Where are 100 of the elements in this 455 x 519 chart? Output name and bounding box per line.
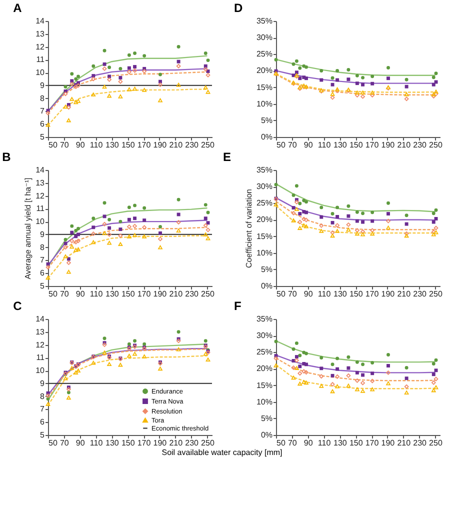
- x-tick-label: 90: [76, 140, 86, 150]
- y-tick-label: 10%: [256, 248, 272, 258]
- x-tick-label: 70: [288, 438, 298, 448]
- x-tick-label: 110: [90, 140, 104, 150]
- y-tick-label: 5: [40, 132, 46, 142]
- x-tick-label: 70: [288, 290, 298, 298]
- x-tick-label: 230: [413, 290, 428, 298]
- x-tick-label: 250: [429, 140, 443, 150]
- x-tick-label: 210: [169, 140, 184, 150]
- x-tick-label: 170: [365, 438, 380, 448]
- x-tick-label: 90: [304, 140, 314, 150]
- x-tick-label: 50: [48, 438, 58, 448]
- x-tick-label: 230: [413, 438, 428, 448]
- y-tick-label: 10%: [256, 99, 272, 108]
- y-tick-label: 15%: [256, 380, 272, 390]
- y-tick-label: 25%: [256, 50, 272, 59]
- x-tick-label: 170: [365, 140, 380, 150]
- x-tick-label: 190: [381, 438, 396, 448]
- y-tick-label: 7: [40, 106, 46, 116]
- y-tick-label: 0%: [260, 132, 272, 142]
- x-tick-label: 70: [60, 438, 70, 448]
- y-tick-label: 5%: [260, 264, 272, 274]
- chart-title: F: [234, 299, 242, 313]
- x-tick-label: 90: [76, 438, 86, 448]
- x-tick-label: 50: [48, 140, 58, 150]
- x-axis-title: Soil available water capacity [mm]: [162, 448, 282, 457]
- y-tick-label: 13: [36, 327, 46, 336]
- x-tick-label: 170: [137, 438, 152, 448]
- x-tick-label: 210: [397, 140, 412, 150]
- y-tick-label: 9: [40, 230, 46, 239]
- y-tick-label: 5: [40, 430, 46, 440]
- y-tick-label: 9: [40, 80, 46, 90]
- y-axis-title: Average annual yield [t ha⁻¹]: [24, 178, 33, 280]
- y-tick-label: 7: [40, 256, 46, 265]
- y-tick-label: 10: [36, 217, 46, 226]
- y-tick-label: 20%: [256, 66, 272, 76]
- x-tick-label: 90: [76, 290, 86, 298]
- x-tick-label: 130: [106, 140, 120, 150]
- x-tick-label: 110: [90, 290, 104, 298]
- y-tick-label: 9: [40, 378, 46, 388]
- x-tick-label: 170: [365, 290, 380, 298]
- x-tick-label: 190: [153, 438, 168, 448]
- x-tick-label: 210: [397, 438, 412, 448]
- x-tick-label: 70: [60, 140, 70, 150]
- x-tick-label: 250: [201, 140, 215, 150]
- x-tick-label: 110: [318, 438, 332, 448]
- y-tick-label: 14: [36, 166, 46, 174]
- x-tick-label: 230: [185, 438, 200, 448]
- y-tick-label: 10: [36, 366, 46, 376]
- x-tick-label: 150: [349, 438, 364, 448]
- x-tick-label: 130: [106, 438, 120, 448]
- x-tick-label: 230: [413, 140, 428, 150]
- y-tick-label: 30%: [256, 331, 272, 340]
- y-tick-label: 35%: [256, 314, 272, 324]
- x-tick-label: 150: [349, 290, 364, 298]
- y-tick-label: 35%: [256, 16, 272, 26]
- y-tick-label: 12: [36, 340, 46, 350]
- x-tick-label: 110: [318, 290, 332, 298]
- y-tick-label: 12: [36, 191, 46, 200]
- y-tick-label: 12: [36, 42, 46, 52]
- y-tick-label: 35%: [256, 166, 272, 174]
- chart-title: E: [222, 150, 232, 164]
- x-tick-label: 250: [429, 290, 443, 298]
- x-tick-label: 70: [288, 140, 298, 150]
- y-tick-label: 11: [36, 353, 46, 362]
- x-tick-label: 210: [169, 290, 184, 298]
- chart-title: D: [234, 1, 243, 15]
- y-tick-label: 7: [40, 404, 46, 414]
- y-tick-label: 8: [40, 392, 46, 401]
- y-tick-label: 6: [40, 418, 46, 427]
- x-tick-label: 170: [137, 290, 152, 298]
- chart-title: B: [2, 150, 12, 164]
- y-tick-label: 25%: [256, 348, 272, 357]
- y-tick-label: 10%: [256, 397, 272, 406]
- x-tick-label: 130: [334, 140, 348, 150]
- y-axis-title: Coefficient of variation: [244, 188, 254, 268]
- y-tick-label: 5: [40, 282, 46, 290]
- x-tick-label: 90: [304, 290, 314, 298]
- y-tick-label: 15%: [256, 232, 272, 241]
- y-tick-label: 20%: [256, 364, 272, 374]
- x-tick-label: 50: [48, 290, 58, 298]
- x-tick-label: 230: [185, 140, 200, 150]
- y-tick-label: 10: [36, 68, 46, 78]
- x-tick-label: 150: [349, 140, 364, 150]
- y-tick-label: 0%: [260, 282, 272, 290]
- y-tick-label: 11: [36, 55, 46, 64]
- x-tick-label: 70: [60, 290, 70, 298]
- x-tick-label: 50: [276, 290, 286, 298]
- chart-title: A: [13, 1, 22, 15]
- y-tick-label: 5%: [260, 116, 272, 125]
- y-tick-label: 13: [36, 178, 46, 188]
- x-tick-label: 190: [381, 140, 396, 150]
- y-tick-label: 25%: [256, 198, 272, 208]
- x-tick-label: 150: [121, 438, 136, 448]
- x-tick-label: 250: [429, 438, 443, 448]
- x-tick-label: 230: [185, 290, 200, 298]
- x-tick-label: 250: [201, 438, 215, 448]
- x-tick-label: 130: [106, 290, 120, 298]
- x-tick-label: 210: [169, 438, 184, 448]
- y-tick-label: 15%: [256, 82, 272, 92]
